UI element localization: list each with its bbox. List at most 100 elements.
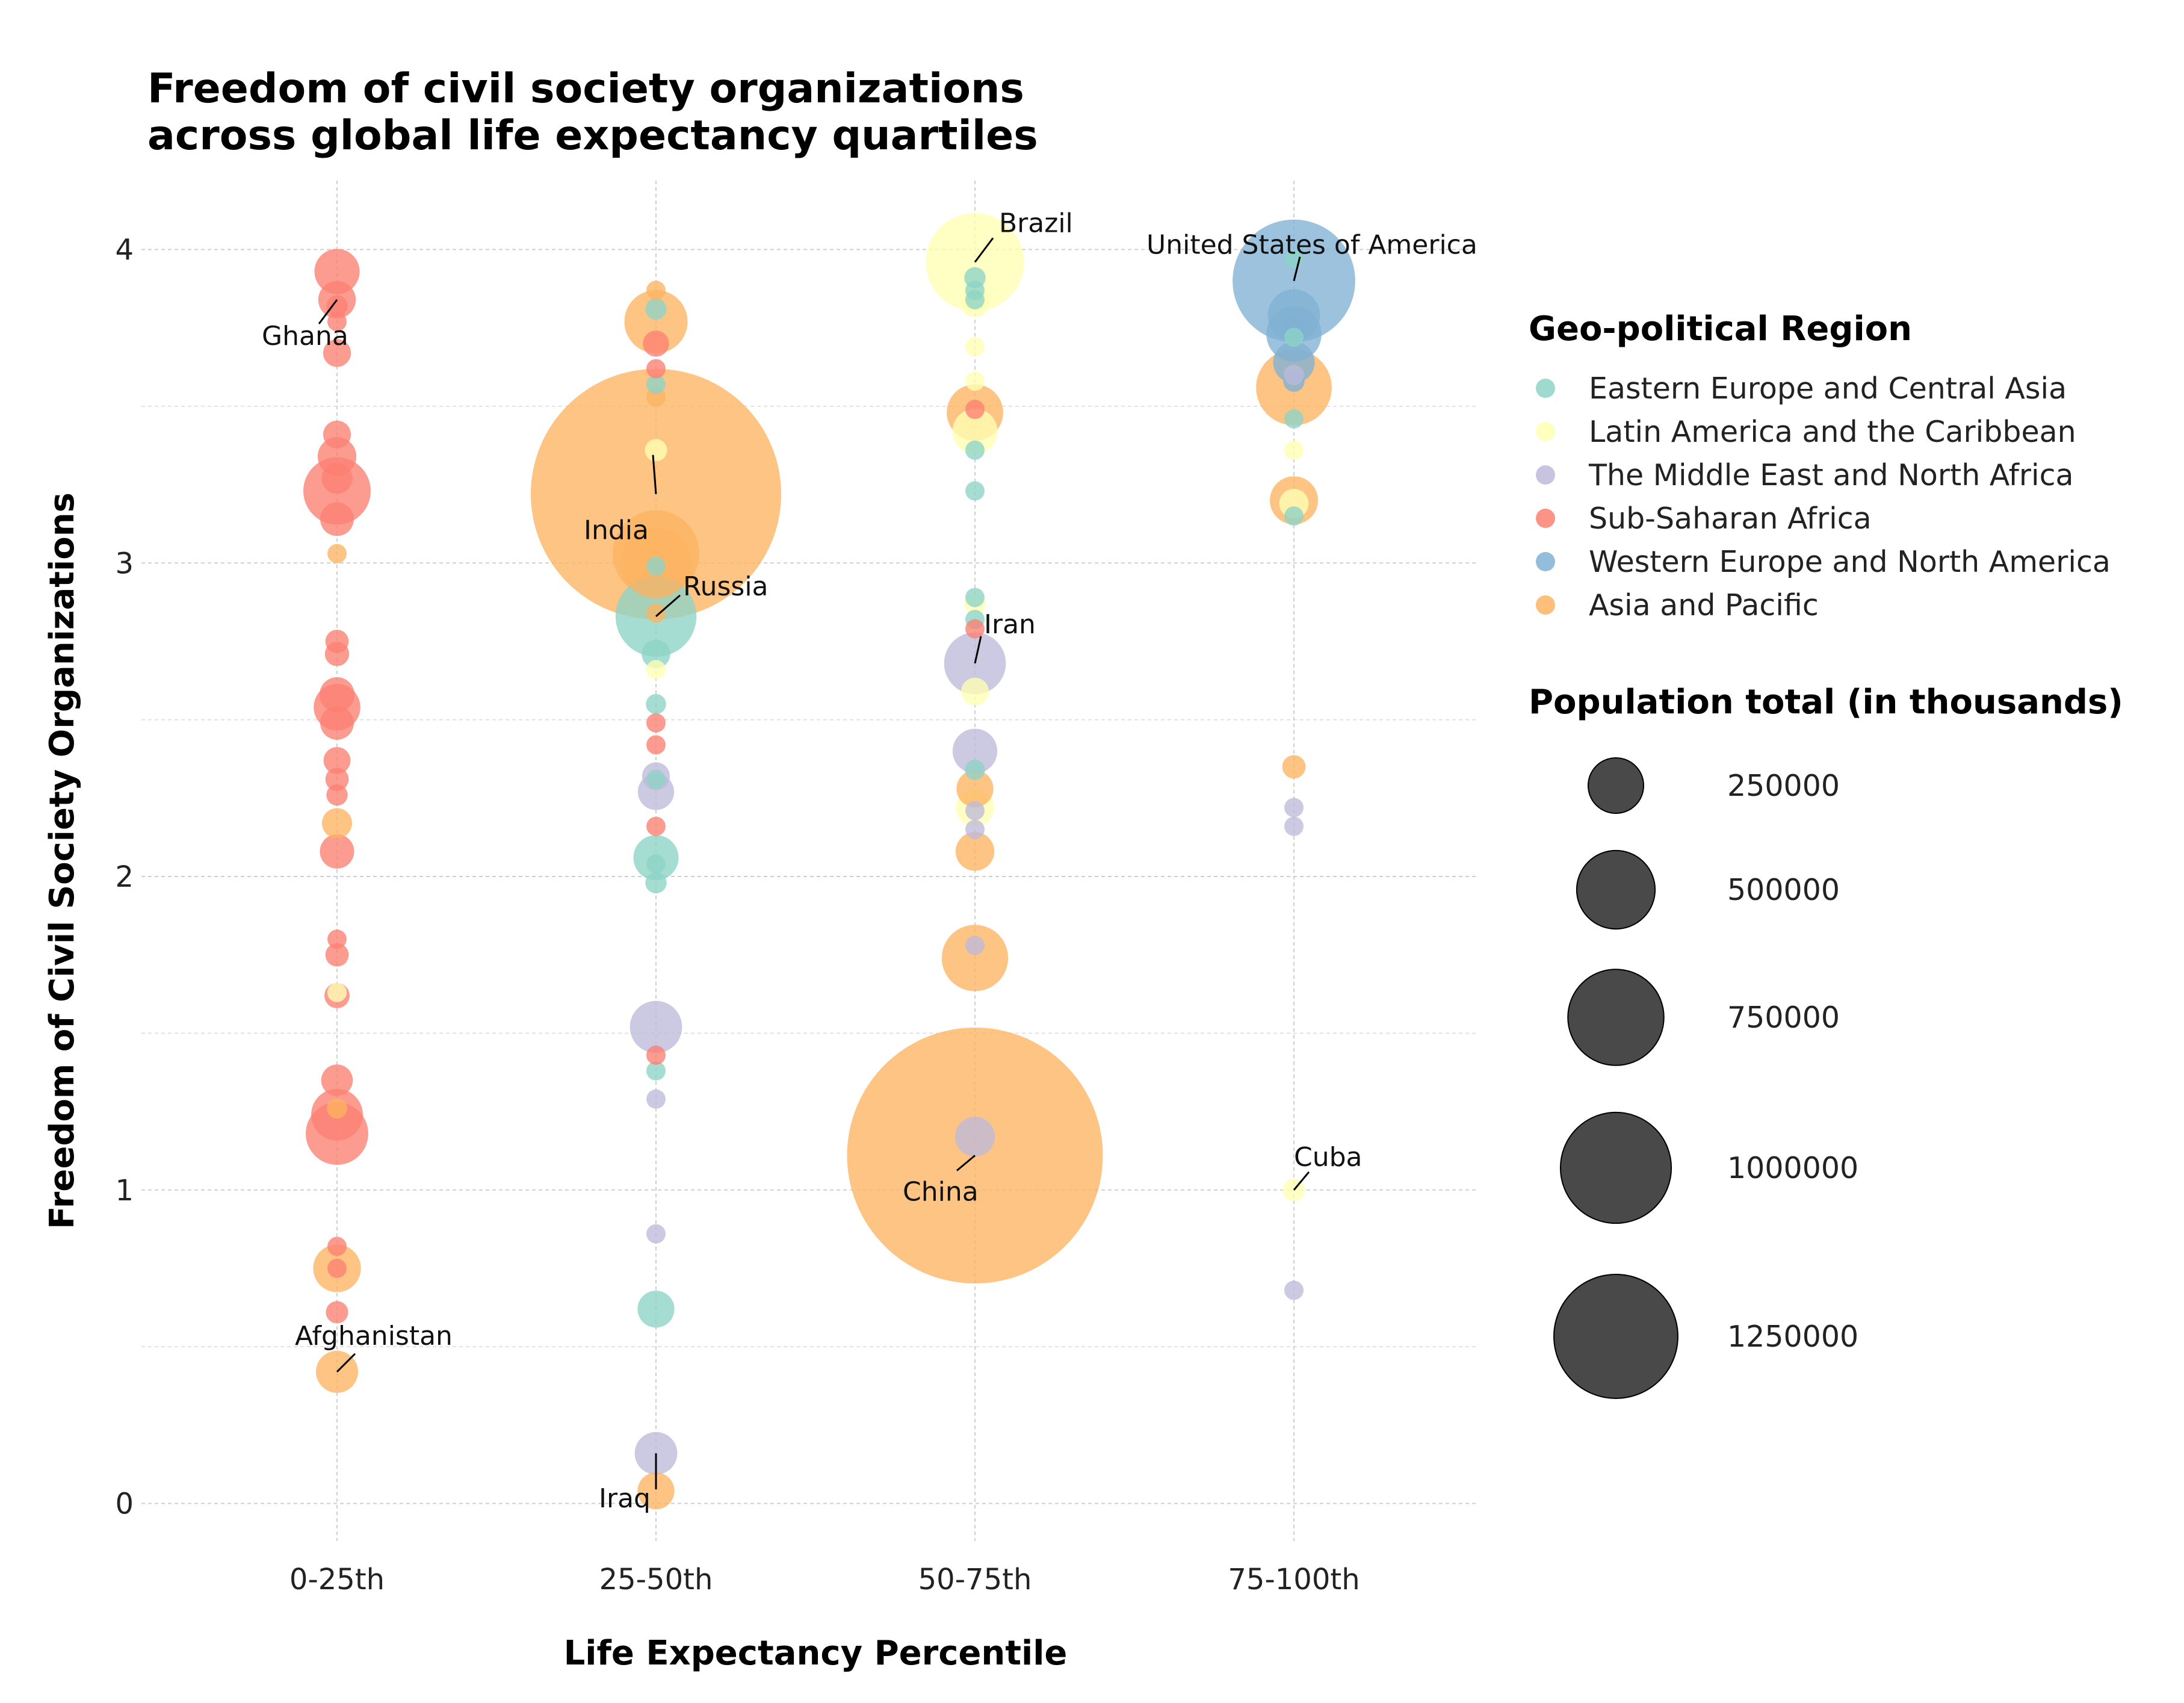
size-legend-label: 500000 — [1727, 873, 1840, 907]
data-point — [646, 735, 666, 755]
data-point — [965, 290, 985, 309]
data-points — [303, 212, 1355, 1510]
data-point — [320, 706, 354, 740]
data-point — [327, 982, 347, 1002]
annotation-label: Afghanistan — [295, 1321, 453, 1351]
data-point — [646, 816, 666, 836]
data-point — [965, 440, 985, 460]
annotation-label: India — [584, 515, 649, 546]
data-point — [952, 409, 998, 454]
legend-label: Western Europe and North America — [1589, 545, 2111, 579]
annotation-label: Brazil — [999, 208, 1073, 238]
data-point — [325, 768, 349, 792]
data-point — [646, 854, 666, 874]
data-point — [323, 339, 351, 367]
size-legend-circle — [1553, 1274, 1678, 1399]
data-point — [323, 746, 351, 774]
data-point — [926, 212, 1024, 311]
data-point — [965, 801, 985, 820]
data-point — [327, 1258, 347, 1278]
data-point — [955, 832, 995, 871]
data-point — [646, 1061, 666, 1081]
axes: 0 1 2 3 4 0-25th 25-50th 50-75th 75-100th Life Ex… — [43, 234, 1360, 1673]
data-point — [642, 639, 670, 669]
data-point — [643, 330, 669, 357]
x-tick-label: 0-25th — [289, 1563, 385, 1596]
size-legend-label: 1000000 — [1727, 1151, 1858, 1185]
data-point — [1284, 440, 1304, 460]
annotation-leader-line — [1293, 256, 1301, 281]
data-point — [1284, 506, 1304, 526]
data-point — [327, 312, 347, 332]
data-point — [1284, 409, 1304, 429]
data-point — [646, 1089, 666, 1109]
data-point — [321, 463, 353, 494]
legend-swatch — [1536, 379, 1555, 398]
legend-swatch — [1536, 422, 1555, 441]
size-legend-label: 250000 — [1727, 769, 1840, 803]
data-point — [321, 808, 353, 839]
annotation-leader-line — [1293, 1171, 1310, 1191]
data-point — [646, 1224, 666, 1244]
y-tick-label: 2 — [115, 860, 134, 894]
data-point — [637, 1472, 675, 1510]
chart-title-line: Freedom of civil society organizations — [147, 65, 1024, 113]
data-point — [952, 728, 998, 774]
data-point — [646, 603, 666, 623]
data-point — [965, 337, 985, 356]
data-point — [965, 481, 985, 501]
data-point — [956, 770, 994, 807]
data-point — [314, 249, 360, 294]
data-point — [646, 713, 666, 733]
data-point — [646, 693, 666, 715]
annotation-label: Iran — [984, 609, 1036, 640]
data-point — [965, 760, 985, 780]
data-point — [1282, 755, 1306, 779]
data-point — [1284, 798, 1304, 817]
annotation-leader-line — [974, 636, 982, 664]
legend-label: Asia and Pacific — [1589, 588, 1819, 622]
annotation-label: Ghana — [262, 321, 348, 352]
legend-swatch — [1536, 552, 1555, 571]
data-point — [1284, 816, 1304, 836]
legend-label: Latin America and the Caribbean — [1589, 415, 2076, 449]
data-point — [646, 281, 666, 300]
data-point — [317, 437, 357, 476]
size-legend-label: 1250000 — [1727, 1320, 1858, 1354]
data-point — [321, 1064, 353, 1096]
annotation-leader-line — [655, 594, 681, 617]
chart-title-line: across global life expectancy quartiles — [147, 112, 1038, 160]
data-point — [624, 290, 688, 353]
data-point — [1284, 327, 1304, 347]
annotations: Ghana Afghanistan India Russia Iraq Brazil Ira… — [262, 208, 1477, 1514]
data-point — [965, 935, 985, 955]
data-point — [965, 619, 985, 639]
annotation-leader-line — [318, 299, 338, 324]
data-point — [326, 295, 348, 317]
annotation-label: Iraq — [599, 1483, 651, 1514]
data-point — [646, 556, 666, 576]
data-point — [327, 1098, 347, 1119]
data-point — [326, 784, 348, 806]
data-point — [646, 1045, 666, 1065]
size-legend-circle — [1587, 757, 1645, 814]
legend-swatch — [1536, 509, 1555, 528]
y-tick-label: 3 — [115, 547, 134, 580]
x-tick-label: 50-75th — [918, 1563, 1032, 1596]
y-tick-label: 0 — [115, 1487, 134, 1521]
data-point — [1284, 1280, 1304, 1300]
legend-label: Eastern Europe and Central Asia — [1589, 371, 2067, 406]
data-point — [1284, 365, 1304, 385]
data-point — [645, 439, 667, 462]
data-point — [1273, 341, 1315, 383]
annotation-leader-line — [956, 1155, 976, 1171]
y-tick-label: 1 — [115, 1174, 134, 1208]
data-point — [1267, 289, 1320, 342]
data-point — [320, 502, 354, 536]
data-point — [320, 834, 354, 869]
data-point — [637, 1290, 675, 1328]
size-legend-circle — [1576, 849, 1656, 930]
data-point — [645, 298, 667, 320]
data-point — [645, 872, 667, 894]
